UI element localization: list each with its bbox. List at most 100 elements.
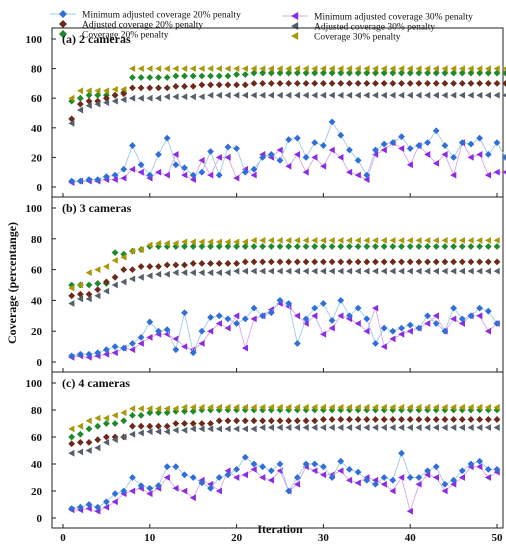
data-point [441, 151, 448, 158]
data-point [224, 406, 232, 414]
y-tick-label: 20 [31, 326, 43, 338]
data-point [189, 176, 196, 183]
legend-item-coverage-30-penalty: Coverage 30% penalty [291, 32, 401, 43]
data-point [354, 403, 361, 411]
data-point [441, 258, 449, 266]
data-point [267, 476, 275, 484]
data-point [120, 417, 128, 425]
data-point [337, 243, 345, 250]
data-point [137, 422, 145, 430]
data-point [129, 266, 136, 273]
data-point [215, 260, 223, 267]
data-point [241, 471, 248, 479]
data-point [450, 267, 457, 275]
data-point [406, 403, 413, 411]
data-point [450, 65, 457, 72]
data-point [337, 131, 345, 139]
data-point [198, 168, 206, 176]
data-point [181, 171, 188, 179]
data-point [85, 281, 93, 289]
data-point [328, 80, 336, 87]
data-point [198, 269, 205, 277]
data-point [302, 154, 310, 161]
data-point [484, 65, 492, 72]
data-point [484, 171, 492, 179]
data-point [328, 406, 336, 414]
data-point [76, 350, 84, 358]
data-point [233, 425, 240, 433]
data-point [467, 65, 474, 72]
data-point [215, 65, 222, 72]
data-point [276, 243, 284, 250]
y-tick-label: 20 [31, 486, 43, 498]
data-point [363, 406, 371, 414]
data-point [450, 403, 457, 411]
data-point [233, 406, 240, 414]
data-point [137, 246, 144, 253]
data-point [476, 65, 483, 72]
data-point [137, 65, 144, 72]
legend-marker [59, 20, 67, 28]
data-point [320, 243, 327, 250]
data-point [354, 416, 362, 423]
data-point [172, 72, 180, 80]
data-point [493, 424, 500, 431]
data-point [103, 498, 110, 506]
series-line [71, 120, 506, 182]
data-point [215, 487, 222, 495]
y-tick-label: 80 [31, 234, 43, 246]
data-point [120, 174, 127, 182]
data-point [146, 94, 153, 102]
data-point [181, 309, 188, 317]
data-point [111, 433, 119, 441]
data-point [215, 425, 222, 433]
data-point [354, 320, 361, 327]
legend-marker [59, 10, 67, 18]
data-point [259, 417, 267, 425]
data-point [346, 466, 353, 473]
data-point [94, 280, 102, 287]
data-point [85, 87, 92, 95]
y-tick-label: 100 [26, 203, 43, 215]
data-point [276, 146, 283, 154]
data-point [493, 69, 501, 77]
data-point [320, 162, 327, 170]
data-point [207, 480, 214, 488]
data-point [467, 460, 475, 468]
data-point [198, 327, 206, 335]
data-point [398, 324, 405, 332]
data-point [189, 474, 197, 481]
data-point [328, 236, 335, 244]
data-point [276, 65, 283, 72]
data-point [389, 139, 397, 146]
data-point [189, 243, 197, 250]
data-point [111, 412, 118, 419]
data-point [163, 270, 170, 278]
data-point [328, 65, 335, 72]
data-point [85, 425, 93, 433]
data-point [189, 93, 196, 101]
data-point [215, 269, 222, 277]
data-point [467, 91, 474, 99]
data-point [224, 467, 231, 475]
data-point [380, 324, 388, 332]
data-point [129, 74, 136, 81]
data-point [137, 273, 144, 281]
data-point [76, 106, 84, 114]
data-point [224, 425, 231, 433]
data-point [441, 236, 448, 244]
data-point [129, 422, 136, 430]
data-point [432, 236, 439, 244]
data-point [415, 80, 423, 87]
data-point [207, 72, 214, 80]
data-point [120, 487, 128, 495]
data-point [285, 406, 293, 414]
data-point [181, 471, 188, 479]
data-point [484, 327, 492, 335]
data-point [432, 258, 440, 266]
data-point [380, 258, 388, 266]
data-point [441, 424, 448, 431]
data-point [320, 424, 327, 431]
data-point [276, 236, 283, 244]
data-point [372, 416, 379, 423]
